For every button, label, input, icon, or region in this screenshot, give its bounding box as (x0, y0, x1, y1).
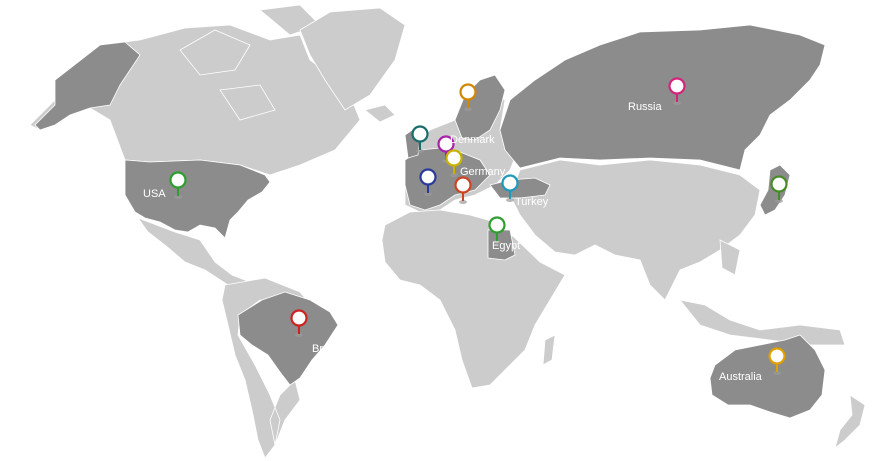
marker-france[interactable] (419, 168, 437, 197)
map-pin-icon[interactable] (770, 175, 788, 193)
map-pin-icon[interactable] (668, 77, 686, 95)
country-egypt[interactable] (487, 229, 516, 261)
pin-shadow (295, 333, 303, 337)
pin-shadow (464, 107, 472, 111)
country-brazil[interactable] (237, 291, 339, 386)
marker-sweden[interactable] (459, 83, 477, 112)
marker-label-brazil: Bra (312, 343, 330, 355)
map-pin-icon[interactable] (437, 135, 455, 153)
map-pin-icon[interactable] (768, 347, 786, 365)
country-alaska[interactable] (34, 41, 141, 131)
map-pin-icon[interactable] (445, 149, 463, 167)
marker-uk[interactable] (411, 125, 429, 154)
country-usa[interactable] (124, 159, 271, 239)
country-russia[interactable] (499, 24, 826, 171)
marker-label-australia: Australia (719, 371, 763, 383)
region-greenland (299, 7, 406, 111)
map-pin-icon[interactable] (488, 216, 506, 234)
marker-germany[interactable]: Germany (445, 149, 506, 179)
marker-turkey[interactable]: Turkey (501, 174, 549, 209)
marker-label-usa: USA (143, 188, 166, 200)
map-pin-icon[interactable] (290, 309, 308, 327)
pin-shadow (673, 101, 681, 105)
region-asia (509, 159, 761, 301)
marker-japan[interactable] (770, 175, 788, 204)
map-pin-icon[interactable] (459, 83, 477, 101)
marker-label-denmark: Denmark (450, 134, 495, 146)
map-pin-icon[interactable] (419, 168, 437, 186)
map-pin-icon[interactable] (169, 171, 187, 189)
marker-label-russia: Russia (628, 101, 663, 113)
region-africa (381, 209, 566, 389)
country-australia[interactable] (709, 334, 826, 419)
marker-italy[interactable] (454, 176, 472, 205)
region-iceland (364, 104, 396, 123)
pin-shadow (493, 240, 501, 244)
marker-usa[interactable]: USA (143, 171, 187, 201)
marker-brazil[interactable]: Bra (290, 309, 331, 356)
marker-label-turkey: Turkey (515, 196, 549, 208)
pin-shadow (424, 192, 432, 196)
pin-shadow (773, 371, 781, 375)
pin-shadow (775, 199, 783, 203)
markers-layer: USA Bra Russia Denmark Germany Turkey Egypt Aus… (143, 77, 788, 384)
pin-shadow (459, 200, 467, 204)
marker-egypt[interactable]: Egypt (488, 216, 521, 253)
map-pin-icon[interactable] (501, 174, 519, 192)
marker-russia[interactable]: Russia (628, 77, 686, 114)
map-pin-icon[interactable] (411, 125, 429, 143)
pin-shadow (174, 195, 182, 199)
marker-label-germany: Germany (460, 166, 506, 178)
marker-label-egypt: Egypt (492, 240, 520, 252)
pin-shadow (416, 149, 424, 153)
marker-australia[interactable]: Australia (719, 347, 786, 384)
map-pin-icon[interactable] (454, 176, 472, 194)
highlighted-countries (34, 24, 826, 419)
pin-shadow (506, 198, 514, 202)
region-se-asia (679, 239, 846, 346)
region-new-zealand (834, 394, 866, 450)
pin-shadow (450, 173, 458, 177)
